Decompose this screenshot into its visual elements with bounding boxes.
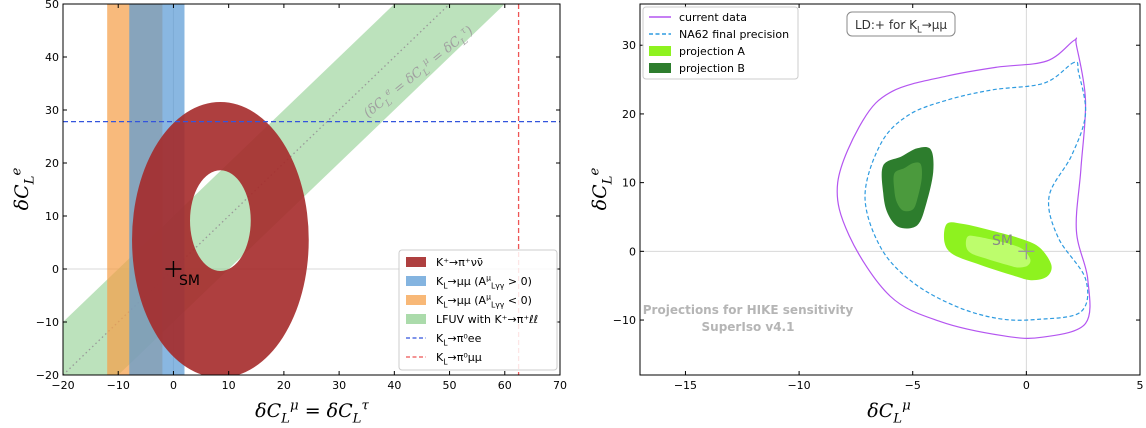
left-xtick-label: 30: [332, 379, 346, 392]
legend-label-na62-final-precision: NA62 final precision: [679, 28, 789, 41]
left-legend: K⁺→π⁺νν̄ KL→μμ (AμLγγ > 0) KL→μμ (AμLγγ < …: [398, 249, 558, 371]
left-xtick-label: 70: [553, 379, 567, 392]
watermark: Projections for HIKE sensitivity SuperIs…: [643, 303, 854, 334]
legend-swatch-projection-b: [649, 63, 671, 73]
left-xtick-label: 40: [387, 379, 401, 392]
watermark-line-2: SuperIso v4.1: [702, 320, 795, 334]
legend-label-k-l-ee: KL→π⁰ee: [436, 332, 482, 347]
legend-label-lfuv-with-k: LFUV with K⁺→π⁺ℓℓ: [436, 313, 538, 326]
left-ytick-label: −10: [36, 316, 59, 329]
right-xtick-label: −5: [905, 379, 921, 392]
watermark-line-1: Projections for HIKE sensitivity: [643, 303, 854, 317]
right-ytick-label: 30: [622, 39, 636, 52]
left-xtick-label: −20: [51, 379, 74, 392]
left-diagonal-line: [63, 4, 451, 375]
legend-label-k-l: KL→π⁰μμ: [436, 351, 482, 366]
legend-swatch-lfuv-with-k: [406, 314, 426, 324]
right-ytick-label: 20: [622, 108, 636, 121]
series-na62-final-precision-contour: [864, 61, 1089, 321]
right-xtick-label: 0: [1023, 379, 1030, 392]
right-x-axis-label: δCLμ​: [867, 398, 911, 426]
left-xtick-label: 10: [222, 379, 236, 392]
left-ytick-label: 0: [52, 263, 59, 276]
ld-box: LD:+ for KL→μμ: [846, 11, 956, 37]
left-ytick-label: 30: [45, 104, 59, 117]
legend-label-k: K⁺→π⁺νν̄: [436, 256, 483, 269]
right-xtick-label: 5: [1137, 379, 1144, 392]
legend-swatch-k: [406, 257, 426, 267]
right-plot-frame: [639, 3, 1141, 376]
series-projection-a-core: [965, 235, 1031, 268]
series-current-data-contour: [836, 37, 1091, 339]
right-legend-frame: [642, 6, 799, 80]
legend-label-projection-a: projection A: [679, 45, 745, 58]
right-y-axis-label: δCLe​: [587, 168, 615, 211]
left-plot-frame: [62, 3, 561, 376]
left-xtick-label: 60: [498, 379, 512, 392]
left-ytick-label: 40: [45, 51, 59, 64]
left-ytick-label: 20: [45, 157, 59, 170]
legend-swatch-k-l-a-l-0: [406, 295, 426, 305]
left-ytick-label: −20: [36, 369, 59, 382]
legend-label-projection-b: projection B: [679, 62, 745, 75]
legend-swatch-k-l-a-l-0: [406, 276, 426, 286]
left-xtick-label: 20: [277, 379, 291, 392]
legend-label-k-l-a-l-0: KL→μμ (AμLγγ > 0): [436, 274, 532, 291]
right-legend: current data NA62 final precision projecti…: [642, 6, 799, 80]
left-ytick-label: 10: [45, 210, 59, 223]
right-xtick-label: −15: [674, 379, 697, 392]
right-sm-label: SM: [992, 233, 1013, 249]
left-y-axis-label: δCLe​: [9, 168, 37, 211]
right-ytick-label: 0: [629, 245, 636, 258]
left-xtick-label: −10: [107, 379, 130, 392]
right-ytick-label: 10: [622, 177, 636, 190]
legend-label-current-data: current data: [679, 11, 747, 24]
left-ytick-label: 50: [45, 0, 59, 11]
left-sm-label: SM: [179, 273, 200, 289]
series-projection-b-core: [893, 162, 922, 212]
left-x-axis-label: δCLμ = δCLτ​: [255, 398, 369, 426]
legend-label-k-l-a-l-0: KL→μμ (AμLγγ < 0): [436, 293, 532, 310]
right-ytick-label: −10: [613, 314, 636, 327]
right-chart: −15 −10 −5 0 5 −10 0 10 20 30 SM Projections for …: [587, 3, 1144, 427]
left-legend-frame: [398, 249, 558, 371]
ld-box-frame: [846, 11, 956, 37]
left-xtick-label: 50: [443, 379, 457, 392]
left-xtick-label: 0: [170, 379, 177, 392]
series-k-pi-nu-nu-annulus: [132, 101, 309, 375]
right-xtick-label: −10: [787, 379, 810, 392]
ld-box-label: LD:+ for KL→μμ: [855, 18, 947, 35]
legend-swatch-projection-a: [649, 46, 671, 56]
